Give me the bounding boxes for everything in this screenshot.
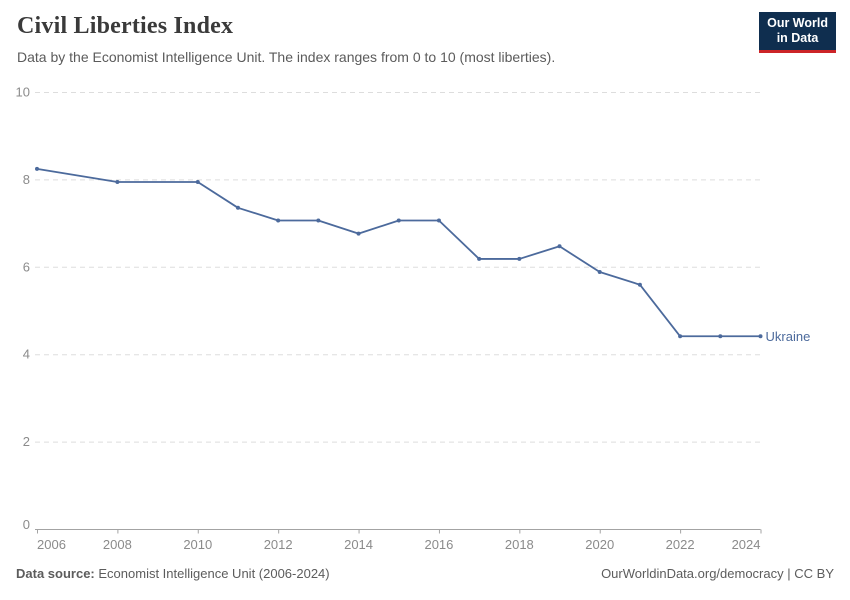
data-point	[557, 244, 562, 249]
svg-text:2008: 2008	[103, 537, 132, 552]
data-point	[235, 205, 240, 210]
data-point	[637, 282, 642, 287]
x-axis	[35, 529, 762, 534]
footer-credits: OurWorldinData.org/democracy | CC BY	[601, 566, 834, 581]
svg-text:2022: 2022	[666, 537, 695, 552]
svg-text:10: 10	[16, 85, 30, 100]
svg-text:2014: 2014	[344, 537, 373, 552]
data-point	[115, 180, 120, 185]
data-point	[517, 256, 522, 261]
data-source-text: Economist Intelligence Unit (2006-2024)	[98, 566, 330, 581]
data-point	[316, 218, 321, 223]
data-point	[678, 334, 683, 339]
footer-separator: |	[787, 566, 791, 581]
svg-text:2: 2	[23, 434, 30, 449]
data-source-note: Data source: Economist Intelligence Unit…	[16, 566, 330, 581]
data-point	[35, 166, 39, 171]
data-point	[477, 256, 482, 261]
data-point	[276, 218, 281, 223]
data-point	[436, 218, 441, 223]
svg-text:2018: 2018	[505, 537, 534, 552]
svg-text:0: 0	[23, 517, 30, 532]
chart-subtitle: Data by the Economist Intelligence Unit.…	[17, 49, 556, 65]
data-line-ukraine[interactable]	[35, 166, 763, 339]
y-axis-labels: 0 2 4 6 8 10	[16, 85, 30, 533]
svg-text:2016: 2016	[424, 537, 453, 552]
entity-label-ukraine[interactable]: Ukraine	[766, 329, 811, 344]
data-point	[758, 334, 763, 339]
chart-footer: Data source: Economist Intelligence Unit…	[16, 566, 834, 581]
svg-text:4: 4	[23, 347, 30, 362]
svg-text:2020: 2020	[585, 537, 614, 552]
y-gridlines	[35, 92, 761, 443]
svg-text:2024: 2024	[732, 537, 761, 552]
svg-text:6: 6	[23, 259, 30, 274]
owid-logo-line1: Our World	[767, 16, 828, 30]
svg-text:2006: 2006	[37, 537, 66, 552]
data-point	[356, 231, 361, 236]
x-axis-labels: 2006 2008 2010 2012 2014 2016 2018 2020 2022 2024	[37, 537, 761, 552]
owid-url-link[interactable]: OurWorldinData.org/democracy	[601, 566, 784, 581]
license-label: CC BY	[794, 566, 834, 581]
owid-logo[interactable]: Our World in Data	[759, 12, 836, 53]
data-point	[195, 180, 200, 185]
chart-header: Civil Liberties Index Data by the Econom…	[17, 13, 730, 67]
data-source-label: Data source:	[16, 566, 95, 581]
owid-logo-line2: in Data	[776, 31, 819, 45]
data-point	[396, 218, 401, 223]
data-point	[597, 270, 602, 275]
svg-text:2010: 2010	[183, 537, 212, 552]
page-title: Civil Liberties Index	[17, 13, 234, 39]
svg-text:8: 8	[23, 172, 30, 187]
svg-text:2012: 2012	[264, 537, 293, 552]
data-point	[718, 334, 723, 339]
